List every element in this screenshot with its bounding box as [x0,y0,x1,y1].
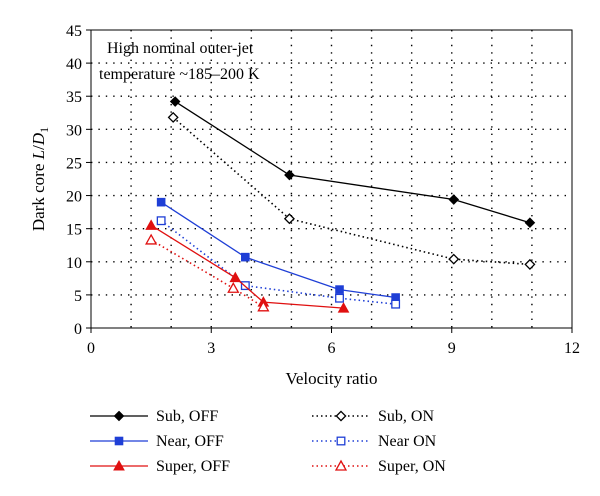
y-tick-label: 20 [66,189,82,206]
data-point [335,285,344,294]
y-axis-label-main: Dark core [29,159,48,231]
x-tick-label: 9 [448,340,456,357]
legend-label: Super, OFF [156,458,230,475]
y-tick-label: 5 [74,288,82,305]
data-point [167,111,179,123]
series-line [160,201,396,299]
series-1 [167,111,536,270]
y-tick-label: 25 [66,155,82,172]
x-tick-label: 6 [328,340,336,357]
data-point [229,271,242,283]
y-tick-label: 30 [66,122,82,139]
legend-marker [113,410,125,422]
y-tick-label: 45 [66,23,82,40]
data-point [448,253,460,265]
legend-marker [334,459,348,471]
series-group [145,96,536,313]
legend-item: Super, ON [312,458,446,475]
y-tick-label: 0 [74,321,82,338]
data-point [391,299,401,309]
data-point [156,216,166,226]
legend-label: Sub, OFF [156,408,218,425]
x-tick-label: 3 [207,340,215,357]
data-point [283,213,295,225]
annotation-line-2: temperature ~185–200 K [99,66,260,83]
data-point [169,96,181,107]
series-line [160,220,396,305]
series-line [172,116,530,266]
data-point [284,169,295,181]
x-axis-label: Velocity ratio [285,369,377,388]
series-4 [145,219,350,313]
y-axis-label-l: L [29,150,48,160]
legend-marker [335,410,347,422]
y-axis-label-sub: 1 [37,127,51,133]
legend-marker [336,436,346,446]
legend-item: Sub, OFF [90,408,218,425]
legend-label: Near ON [378,433,437,450]
y-axis-label-d: D [29,132,48,146]
y-tick-label: 15 [66,222,82,239]
data-point [227,281,240,293]
legend-item: Near, OFF [90,433,224,450]
y-axis-label: Dark core L/D1 [29,127,51,231]
data-point [448,194,460,205]
series-line [150,224,344,309]
y-tick-label: 10 [66,255,82,272]
series-line [150,239,264,308]
legend-marker [113,459,125,471]
legend-item: Sub, ON [312,408,434,425]
x-tick-label: 12 [564,340,580,357]
legend-label: Near, OFF [156,433,224,450]
legend-item: Super, OFF [90,458,230,475]
y-tick-label: 35 [66,89,82,106]
data-point [524,258,536,270]
data-point [156,197,166,207]
annotation-line-1: High nominal outer-jet [107,40,254,57]
y-tick-label: 40 [66,56,82,73]
data-point [145,233,158,245]
legend-label: Super, ON [378,458,446,475]
legend-marker [114,436,124,446]
axis-ticks: 0 3 6 9 12 0 5 10 15 20 25 30 35 40 45 [66,23,580,357]
data-point [241,252,250,262]
series-5 [145,233,270,312]
grid [91,30,572,328]
series-3 [156,216,401,309]
data-point [257,300,270,312]
legend-label: Sub, ON [378,408,434,425]
series-0 [169,96,536,229]
data-point [335,293,344,303]
x-tick-label: 0 [87,340,95,357]
series-2 [156,197,400,302]
y-axis-label-slash: / [29,145,48,150]
legend-item: Near ON [312,433,437,450]
data-point [145,219,157,230]
data-point [524,217,536,229]
data-point [337,302,350,313]
legend: Sub, OFF Sub, ON Near, OFF Near ON Super, OF… [90,408,446,475]
series-line [174,100,531,224]
